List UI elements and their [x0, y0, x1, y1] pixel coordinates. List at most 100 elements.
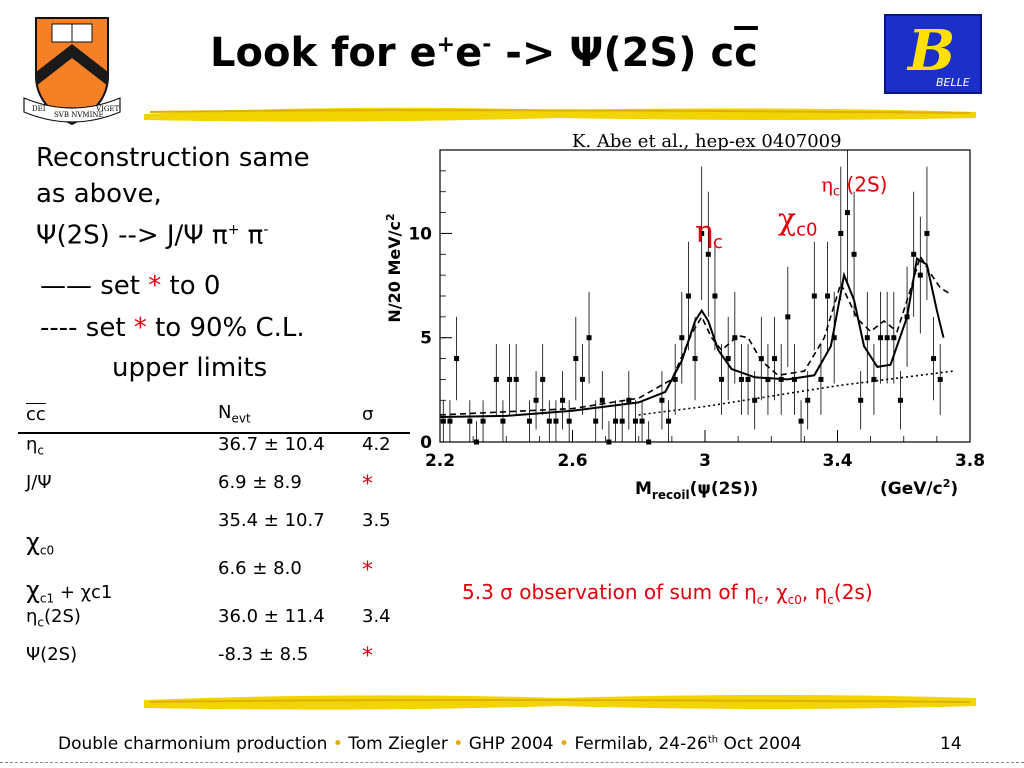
- top-divider-brush: [144, 107, 976, 122]
- data-point: [599, 397, 605, 403]
- data-point: [507, 376, 513, 382]
- data-point: [566, 418, 572, 424]
- fit-curve-dotted: [638, 370, 954, 416]
- row-sigma: 4.2: [362, 434, 391, 455]
- data-point: [440, 418, 446, 424]
- header-state: cc: [18, 396, 210, 434]
- data-point: [719, 376, 725, 382]
- row-state: ηc(2S): [26, 606, 81, 630]
- row-nevt: -8.3 ± 8.5: [218, 644, 309, 665]
- data-point: [679, 335, 685, 341]
- table-row: χc1 + χc1 6.6 ± 8.0 *: [18, 558, 410, 606]
- data-point: [659, 397, 665, 403]
- data-point: [858, 397, 864, 403]
- y-axis-label: N/20 MeV/c2: [384, 213, 404, 322]
- row-sigma: *: [362, 472, 373, 497]
- data-point: [798, 418, 804, 424]
- data-point: [553, 418, 559, 424]
- row-sigma: *: [362, 558, 373, 583]
- data-point: [811, 293, 817, 299]
- title-main: Look for e: [210, 30, 437, 76]
- footer-bullet-icon: •: [453, 734, 464, 754]
- data-point: [924, 230, 930, 236]
- row-state: χc0: [26, 528, 55, 558]
- table-header-row: cc Nevt σ: [18, 396, 410, 434]
- x-tick-label: 3.8: [955, 451, 985, 471]
- data-point: [513, 376, 519, 382]
- title-psi: Ψ(2S) c: [569, 30, 735, 76]
- recon-line-1: Reconstruction same: [36, 143, 310, 173]
- title-arrow: ->: [491, 30, 570, 76]
- data-point: [712, 293, 718, 299]
- data-point: [454, 356, 460, 362]
- x-tick-label: 2.6: [557, 451, 587, 471]
- x-tick-label: 3: [699, 451, 711, 471]
- plot-frame: [439, 149, 971, 443]
- row-state: J/Ψ: [26, 472, 52, 493]
- y-tick-label: 5: [420, 329, 432, 349]
- table-row: ηc(2S) 36.0 ± 11.4 3.4: [18, 606, 410, 644]
- row-sigma: *: [362, 644, 373, 669]
- x-tick-label: 3.4: [822, 451, 852, 471]
- data-point: [752, 397, 758, 403]
- data-point: [705, 251, 711, 257]
- footer-author: Tom Ziegler: [348, 734, 448, 754]
- data-point: [639, 418, 645, 424]
- row-sigma: 3.4: [362, 606, 391, 627]
- data-point: [778, 376, 784, 382]
- data-point: [891, 335, 897, 341]
- data-point: [904, 314, 910, 320]
- row-sigma: 3.5: [362, 510, 391, 531]
- legend-solid-mark: ——: [40, 271, 92, 301]
- legend-dashed-star: *: [133, 313, 147, 343]
- fit-curve-dashed: [439, 254, 951, 416]
- legend-dashed-mark: ----: [40, 313, 78, 343]
- data-point: [805, 397, 811, 403]
- data-point: [791, 376, 797, 382]
- princeton-shield-logo: DEI SVB NVMINE VIGET: [23, 17, 121, 126]
- footer-conference: GHP 2004: [468, 734, 554, 754]
- data-point: [533, 397, 539, 403]
- data-point: [937, 376, 943, 382]
- data-point: [646, 439, 652, 445]
- data-point: [738, 376, 744, 382]
- row-nevt: 6.6 ± 8.0: [218, 558, 302, 579]
- belle-text: BELLE: [936, 76, 970, 89]
- data-point: [447, 418, 453, 424]
- data-point: [725, 356, 731, 362]
- data-point: [864, 335, 870, 341]
- title-cbar: c: [734, 30, 758, 76]
- recon-line-2: as above,: [36, 179, 162, 209]
- legend-dashed-line2: upper limits: [112, 353, 268, 383]
- reconstruction-text: Reconstruction same as above, Ψ(2S) --> …: [36, 140, 310, 254]
- data-point: [831, 335, 837, 341]
- x-axis-unit: (GeV/c2): [880, 477, 958, 499]
- data-point: [758, 356, 764, 362]
- bottom-divider-brush: [144, 695, 976, 710]
- y-tick-label: 10: [408, 224, 432, 244]
- data-point: [526, 418, 532, 424]
- data-point: [897, 397, 903, 403]
- belle-letter: B: [906, 18, 955, 84]
- motto-banner-icon: [23, 97, 121, 123]
- recon-line-3: Ψ(2S) --> J/Ψ π+ π-: [36, 220, 269, 251]
- data-point: [546, 418, 552, 424]
- results-table: cc Nevt σ ηc 36.7 ± 10.4 4.2 J/Ψ 6.9 ± 8…: [18, 396, 410, 682]
- y-tick-label: 0: [420, 433, 432, 453]
- motto-word-2: SVB NVMINE: [54, 111, 104, 119]
- data-point: [699, 230, 705, 236]
- data-point: [626, 397, 632, 403]
- row-nevt: 36.0 ± 11.4: [218, 606, 325, 627]
- footer-bullet-icon: •: [559, 734, 570, 754]
- data-point: [772, 356, 778, 362]
- footer-topic: Double charmonium production: [58, 734, 328, 754]
- data-point: [500, 418, 506, 424]
- footer-rule: [0, 762, 1024, 763]
- page-number: 14: [940, 734, 962, 754]
- legend-dashed: ---- set * to 90% C.L.: [40, 313, 305, 343]
- data-point: [560, 397, 566, 403]
- shield-chevron-icon: [36, 44, 108, 86]
- data-point: [825, 293, 831, 299]
- data-point: [745, 376, 751, 382]
- data-point: [878, 335, 884, 341]
